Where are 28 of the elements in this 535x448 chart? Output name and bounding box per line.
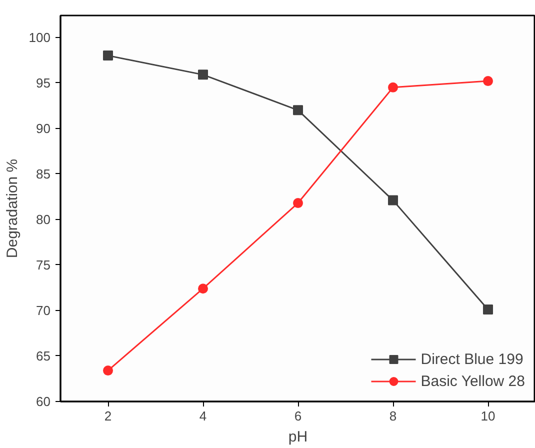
point (198, 70, 208, 80)
x-tick-label: 10 (480, 408, 496, 424)
point (103, 50, 113, 61)
y-tick-label: 95 (36, 75, 51, 90)
point (483, 76, 493, 86)
x-tick-label: 8 (389, 408, 397, 424)
y-tick-label: 70 (36, 302, 51, 318)
point (293, 198, 303, 208)
y-tick-label: 60 (36, 394, 51, 409)
point (198, 284, 208, 294)
y-axis-title: Degradation % (4, 158, 21, 258)
point (388, 195, 398, 206)
point (388, 82, 398, 92)
x-tick-label: 4 (199, 408, 207, 424)
y-tick-label: 80 (36, 212, 51, 227)
x-axis-title: pH (288, 428, 308, 446)
point (103, 366, 113, 376)
point (483, 304, 493, 315)
y-tick-label: 65 (36, 348, 51, 364)
legend-label: Direct Blue 199 (420, 350, 524, 368)
y-tick-label: 90 (36, 120, 51, 136)
y-tick-label: 85 (36, 166, 51, 182)
point (293, 105, 303, 116)
y-tick-label: 100 (28, 30, 51, 45)
y-tick-label: 75 (36, 257, 51, 272)
legend-label: Basic Yellow 28 (420, 372, 525, 390)
x-tick-label: 2 (104, 408, 112, 424)
x-tick-label: 6 (294, 408, 302, 424)
